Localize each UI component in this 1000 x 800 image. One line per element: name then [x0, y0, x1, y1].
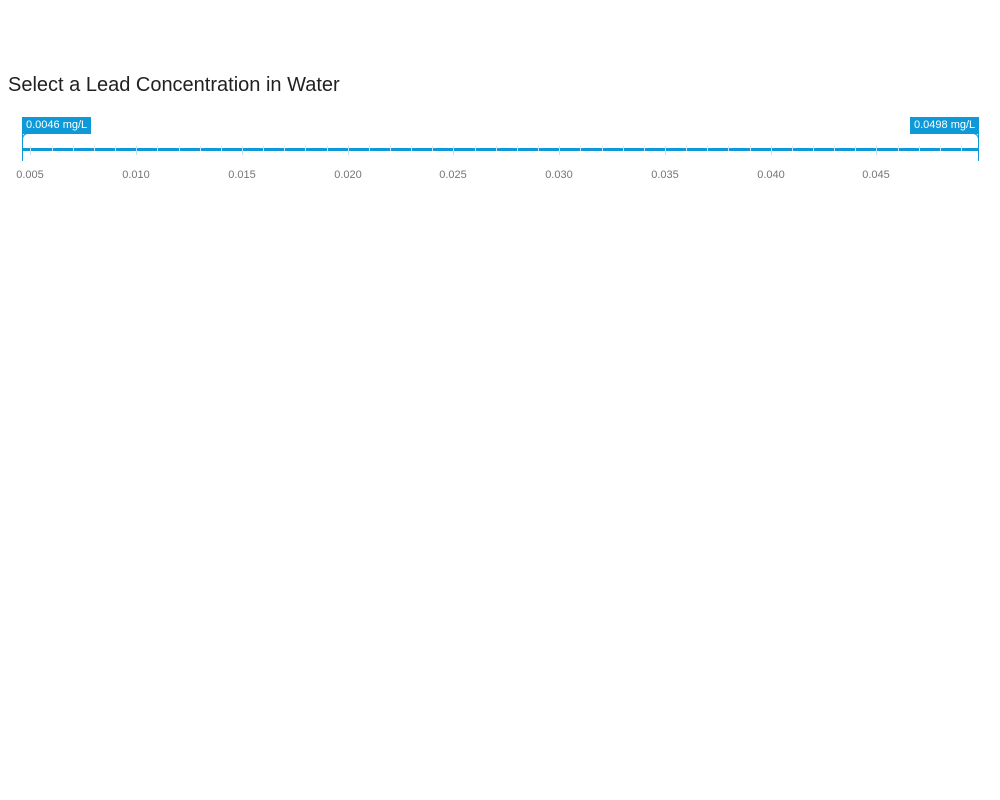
minor-tick: [940, 146, 941, 151]
major-tick: [559, 146, 560, 155]
minor-tick: [305, 146, 306, 151]
minor-tick: [52, 146, 53, 151]
low-handle[interactable]: [22, 133, 23, 161]
minor-tick: [200, 146, 201, 151]
minor-tick: [73, 146, 74, 151]
minor-tick: [369, 146, 370, 151]
minor-tick: [686, 146, 687, 151]
tick-label: 0.025: [439, 169, 467, 181]
minor-tick: [602, 146, 603, 151]
minor-tick: [517, 146, 518, 151]
minor-tick: [475, 146, 476, 151]
high-value-label: 0.0498 mg/L: [910, 117, 980, 134]
minor-tick: [94, 146, 95, 151]
tick-label: 0.005: [16, 169, 44, 181]
major-tick: [348, 146, 349, 155]
minor-tick: [284, 146, 285, 151]
minor-tick: [538, 146, 539, 151]
tick-label: 0.010: [122, 169, 150, 181]
tick-label: 0.045: [862, 169, 890, 181]
major-tick: [136, 146, 137, 155]
minor-tick: [496, 146, 497, 151]
tick-label: 0.015: [228, 169, 256, 181]
minor-tick: [179, 146, 180, 151]
minor-tick: [707, 146, 708, 151]
low-handle-cap[interactable]: [22, 133, 30, 148]
low-value-label: 0.0046 mg/L: [22, 117, 92, 134]
minor-tick: [813, 146, 814, 151]
slider-selected-range[interactable]: [22, 148, 979, 151]
minor-tick: [221, 146, 222, 151]
minor-tick: [961, 146, 962, 151]
major-tick: [876, 146, 877, 155]
minor-tick: [580, 146, 581, 151]
minor-tick: [623, 146, 624, 151]
major-tick: [771, 146, 772, 155]
minor-tick: [750, 146, 751, 151]
minor-tick: [855, 146, 856, 151]
minor-tick: [263, 146, 264, 151]
minor-tick: [644, 146, 645, 151]
major-tick: [453, 146, 454, 155]
tick-label: 0.040: [757, 169, 785, 181]
minor-tick: [327, 146, 328, 151]
tick-label: 0.035: [651, 169, 679, 181]
tick-label: 0.020: [334, 169, 362, 181]
major-tick: [30, 146, 31, 155]
minor-tick: [157, 146, 158, 151]
minor-tick: [728, 146, 729, 151]
page-title: Select a Lead Concentration in Water: [8, 74, 340, 96]
minor-tick: [792, 146, 793, 151]
minor-tick: [390, 146, 391, 151]
minor-tick: [898, 146, 899, 151]
lead-concentration-range-slider[interactable]: 0.005 0.010 0.015 0.020 0.025 0.030 0.035 0.040…: [0, 110, 1000, 190]
minor-tick: [432, 146, 433, 151]
tick-label: 0.030: [545, 169, 573, 181]
minor-tick: [919, 146, 920, 151]
high-handle[interactable]: [978, 133, 979, 161]
minor-tick: [834, 146, 835, 151]
minor-tick: [115, 146, 116, 151]
major-tick: [665, 146, 666, 155]
minor-tick: [411, 146, 412, 151]
major-tick: [242, 146, 243, 155]
